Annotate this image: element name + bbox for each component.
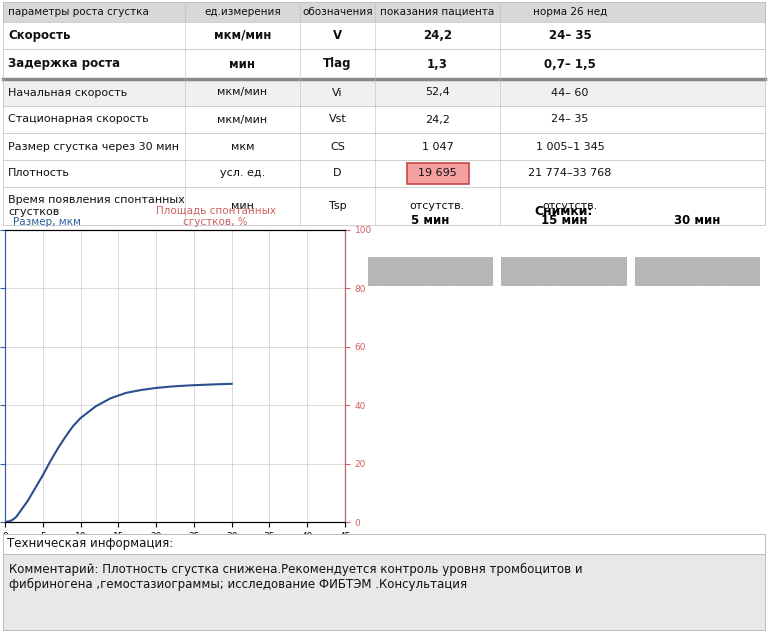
Bar bbox=[634, 257, 760, 286]
Bar bbox=[407, 163, 468, 184]
Text: 24,2: 24,2 bbox=[425, 114, 450, 125]
Text: параметры роста сгустка: параметры роста сгустка bbox=[8, 7, 149, 17]
Text: Плотность: Плотность bbox=[8, 169, 70, 178]
Text: 44– 60: 44– 60 bbox=[551, 87, 589, 97]
Text: Начальная скорость: Начальная скорость bbox=[8, 87, 127, 97]
Text: 52,4: 52,4 bbox=[425, 87, 450, 97]
Text: 1 047: 1 047 bbox=[422, 142, 454, 152]
Text: Размер сгустка через 30 мин: Размер сгустка через 30 мин bbox=[8, 142, 179, 152]
Text: Vi: Vi bbox=[332, 87, 343, 97]
Bar bbox=[3, 187, 765, 225]
Text: 24,2: 24,2 bbox=[423, 29, 452, 42]
X-axis label: Время, мин: Время, мин bbox=[144, 544, 206, 554]
Text: Tsp: Tsp bbox=[329, 201, 347, 211]
Text: 5 мин: 5 мин bbox=[411, 214, 450, 227]
Text: норма 26 нед: норма 26 нед bbox=[533, 7, 607, 17]
Text: отсутств.: отсутств. bbox=[410, 201, 465, 211]
Bar bbox=[368, 257, 494, 286]
Text: Задержка роста: Задержка роста bbox=[8, 58, 120, 71]
Text: обозначения: обозначения bbox=[302, 7, 373, 17]
Text: Размер, мкм: Размер, мкм bbox=[12, 217, 81, 227]
Text: 21 774–33 768: 21 774–33 768 bbox=[528, 169, 611, 178]
Bar bbox=[3, 22, 765, 49]
Text: Стационарная скорость: Стационарная скорость bbox=[8, 114, 149, 125]
Bar bbox=[3, 133, 765, 160]
Bar bbox=[3, 106, 765, 133]
Text: 30 мин: 30 мин bbox=[675, 214, 721, 227]
Text: 24– 35: 24– 35 bbox=[551, 114, 589, 125]
Text: ед.измерения: ед.измерения bbox=[204, 7, 281, 17]
Text: показания пациента: показания пациента bbox=[380, 7, 494, 17]
Bar bbox=[501, 257, 627, 286]
Text: Tlag: Tlag bbox=[323, 58, 352, 71]
Text: Площадь спонтанных
сгустков, %: Площадь спонтанных сгустков, % bbox=[156, 205, 276, 227]
Text: 0,7– 1,5: 0,7– 1,5 bbox=[544, 58, 596, 71]
Text: Vst: Vst bbox=[329, 114, 347, 125]
Text: V: V bbox=[333, 29, 342, 42]
Text: D: D bbox=[333, 169, 342, 178]
Bar bbox=[3, 160, 765, 187]
Text: 1,3: 1,3 bbox=[427, 58, 448, 71]
Text: 1 005–1 345: 1 005–1 345 bbox=[536, 142, 604, 152]
Text: мин: мин bbox=[229, 58, 256, 71]
Text: мкм: мкм bbox=[231, 142, 254, 152]
Text: CS: CS bbox=[330, 142, 345, 152]
Text: 15 мин: 15 мин bbox=[541, 214, 588, 227]
Bar bbox=[3, 2, 765, 22]
Bar bbox=[3, 79, 765, 106]
Bar bbox=[3, 49, 765, 79]
Text: Скорость: Скорость bbox=[8, 29, 71, 42]
Text: Техническая информация:: Техническая информация: bbox=[7, 537, 173, 550]
Text: отсутств.: отсутств. bbox=[542, 201, 598, 211]
Text: мкм/мин: мкм/мин bbox=[217, 87, 267, 97]
Text: Время появления спонтанных
сгустков: Время появления спонтанных сгустков bbox=[8, 195, 185, 217]
Text: мкм/мин: мкм/мин bbox=[214, 29, 271, 42]
Text: мин: мин bbox=[231, 201, 254, 211]
Text: 19 695: 19 695 bbox=[418, 169, 457, 178]
Text: 24– 35: 24– 35 bbox=[548, 29, 591, 42]
Text: Комментарий: Плотность сгустка снижена.Рекомендуется контроль уровня тромбоцитов: Комментарий: Плотность сгустка снижена.Р… bbox=[9, 563, 583, 592]
Text: мкм/мин: мкм/мин bbox=[217, 114, 267, 125]
Text: усл. ед.: усл. ед. bbox=[220, 169, 265, 178]
Text: Снимки:: Снимки: bbox=[535, 205, 593, 218]
